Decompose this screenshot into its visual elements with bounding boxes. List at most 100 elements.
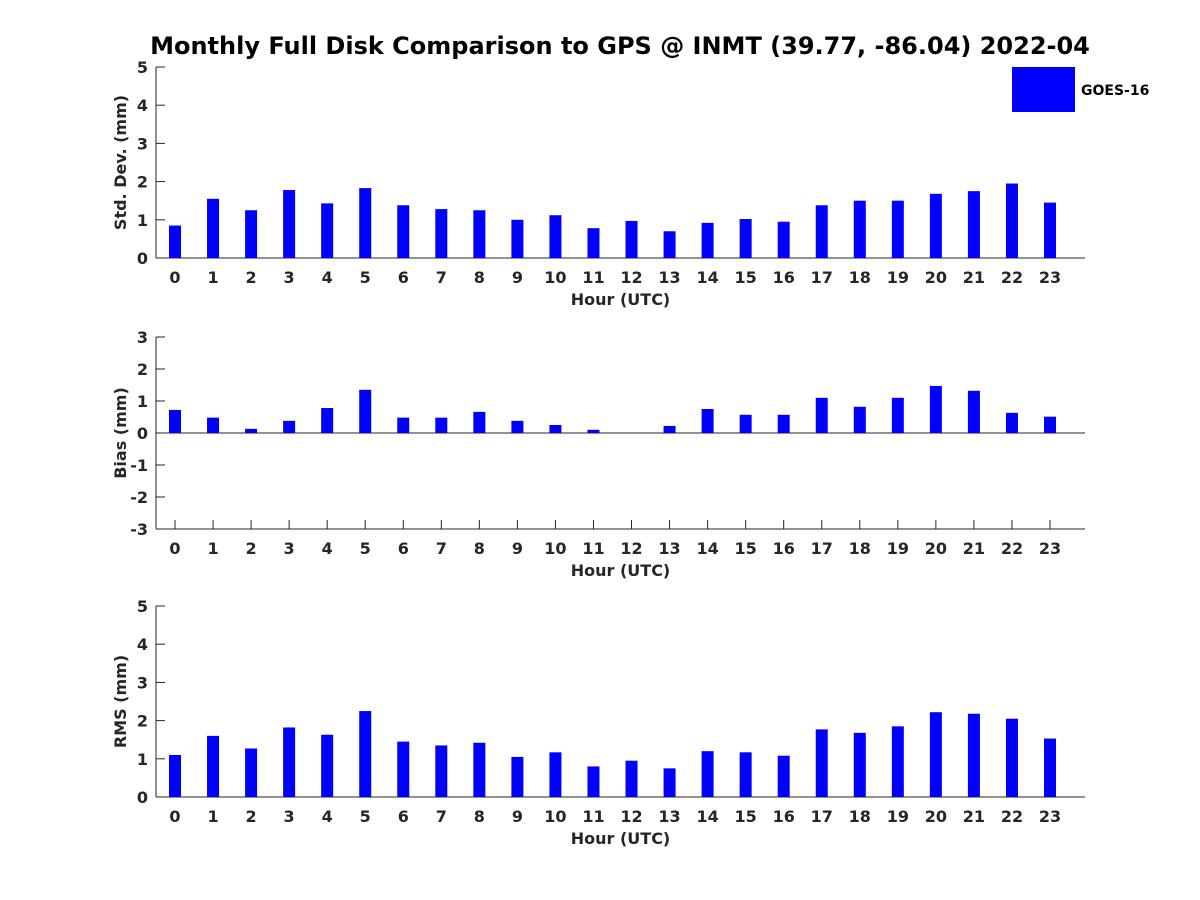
x-tick-label: 19: [887, 539, 909, 558]
std-dev-bar: [853, 200, 866, 258]
rms-bar: [245, 748, 258, 797]
x-tick-label: 4: [322, 807, 333, 826]
rms-bar: [1044, 738, 1056, 797]
x-tick-label: 15: [735, 807, 757, 826]
std-dev-bar: [473, 210, 486, 258]
std-dev-bar: [245, 210, 258, 258]
x-tick-label: 22: [1001, 807, 1023, 826]
x-tick-label: 20: [925, 807, 947, 826]
y-tick-label: 4: [137, 635, 148, 654]
x-tick-label: 7: [436, 268, 447, 287]
bias-bar: [853, 406, 866, 433]
x-tick-label: 5: [360, 807, 371, 826]
rms-bar: [283, 727, 296, 797]
legend-label: GOES-16: [1081, 83, 1149, 99]
std-dev-bar: [511, 219, 524, 258]
rms-bar: [587, 766, 600, 797]
x-tick-label: 8: [474, 539, 485, 558]
x-tick-label: 21: [963, 539, 985, 558]
bias-bar: [283, 420, 296, 433]
x-tick-label: 23: [1039, 268, 1061, 287]
rms-bar: [853, 732, 866, 797]
x-tick-label: 23: [1039, 539, 1061, 558]
rms-bar: [891, 726, 904, 797]
y-tick-label: 2: [137, 173, 148, 192]
x-tick-label: 3: [284, 539, 295, 558]
x-tick-label: 21: [963, 268, 985, 287]
y-tick-label: 3: [137, 673, 148, 692]
bias-y-axis-label: Bias (mm): [111, 387, 130, 479]
std-dev-bar: [701, 222, 714, 258]
rms-bar: [511, 756, 524, 797]
std-dev-bar: [625, 220, 638, 258]
y-tick-label: 5: [137, 58, 148, 77]
x-tick-label: 6: [398, 268, 409, 287]
rms-bar: [1005, 718, 1018, 797]
bias-bar: [169, 409, 181, 433]
x-tick-label: 0: [169, 807, 180, 826]
std-dev-bar: [1044, 202, 1056, 258]
x-tick-label: 2: [246, 268, 257, 287]
x-tick-label: 18: [849, 539, 871, 558]
x-tick-label: 13: [658, 807, 680, 826]
x-tick-label: 14: [696, 807, 718, 826]
y-tick-label: 0: [137, 788, 148, 807]
std-dev-bar: [397, 205, 410, 258]
y-tick-label: 0: [137, 249, 148, 268]
bias-bar: [929, 385, 942, 433]
rms-bar: [625, 760, 638, 797]
x-tick-label: 16: [773, 268, 795, 287]
std-dev-bar: [891, 200, 904, 258]
bias-bar: [891, 397, 904, 433]
y-tick-label: -2: [130, 488, 148, 507]
x-tick-label: 0: [169, 539, 180, 558]
x-tick-label: 1: [207, 807, 218, 826]
bias-bar: [777, 414, 790, 433]
bias-bar: [245, 428, 258, 433]
std-dev-bar: [739, 219, 752, 258]
x-tick-label: 15: [735, 268, 757, 287]
bias-bar: [1005, 412, 1018, 433]
std-dev-y-axis-label: Std. Dev. (mm): [111, 95, 130, 230]
y-tick-label: 1: [137, 211, 148, 230]
x-tick-label: 11: [582, 807, 604, 826]
x-tick-label: 5: [360, 539, 371, 558]
x-tick-label: 3: [284, 268, 295, 287]
rms-x-axis-label: Hour (UTC): [571, 829, 671, 848]
y-tick-label: -1: [130, 456, 148, 475]
x-tick-label: 3: [284, 807, 295, 826]
bias-bar: [397, 417, 410, 433]
y-tick-label: 1: [137, 750, 148, 769]
x-tick-label: 10: [544, 539, 566, 558]
x-tick-label: 0: [169, 268, 180, 287]
x-tick-label: 21: [963, 807, 985, 826]
bias-bar: [815, 397, 828, 433]
x-tick-label: 4: [322, 539, 333, 558]
std-dev-bar: [967, 191, 980, 258]
x-tick-label: 17: [811, 268, 833, 287]
rms-bar: [207, 735, 220, 797]
std-dev-bar: [929, 193, 942, 258]
y-tick-label: 3: [137, 328, 148, 347]
bias-bar: [473, 411, 486, 433]
std-dev-x-axis-label: Hour (UTC): [571, 290, 671, 309]
bias-bar: [549, 425, 562, 433]
legend-swatch: [1012, 67, 1075, 112]
std-dev-bar: [321, 203, 334, 258]
rms-bar: [473, 742, 486, 797]
x-tick-label: 15: [735, 539, 757, 558]
x-tick-label: 11: [582, 539, 604, 558]
legend: GOES-16: [1012, 67, 1149, 112]
x-tick-label: 16: [773, 807, 795, 826]
x-tick-label: 10: [544, 807, 566, 826]
x-tick-label: 6: [398, 539, 409, 558]
y-tick-label: -3: [130, 520, 148, 539]
rms-bar: [549, 752, 562, 797]
y-tick-label: 4: [137, 96, 148, 115]
x-tick-label: 13: [658, 539, 680, 558]
x-tick-label: 18: [849, 807, 871, 826]
std-dev-bar: [777, 221, 790, 258]
